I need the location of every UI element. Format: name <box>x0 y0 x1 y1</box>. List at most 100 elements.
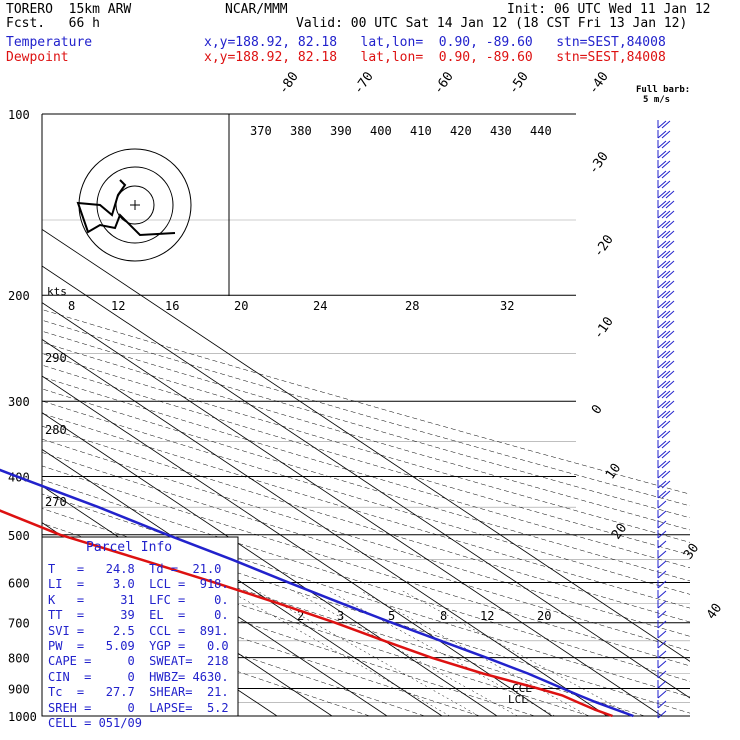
wind-barb-flag <box>657 130 667 139</box>
parcel-info-line: T = 24.8 Td = 21.0 <box>48 562 222 576</box>
thetae-tick-label: 270 <box>45 495 67 509</box>
mixing-ratio-2 <box>229 590 450 716</box>
isotherm-20 <box>42 338 608 716</box>
wind-barb-flag <box>657 470 667 479</box>
wind-barb-flag <box>657 160 667 169</box>
parcel-info-line: CIN = 0 HWBZ= 4630. <box>48 669 229 684</box>
wind-barb-flag <box>657 310 667 319</box>
init-time-label: Init: 06 UTC Wed 11 Jan 12 <box>507 2 711 17</box>
wind-barb-flag <box>657 380 667 389</box>
wind-barb-flag <box>661 330 671 339</box>
pressure-tick-label: 1000 <box>8 710 37 724</box>
wind-barb-flag <box>661 230 671 239</box>
wind-barb-flag <box>657 400 667 409</box>
hodo-speed-label: 24 <box>313 299 327 313</box>
hodo-speed-label: 8 <box>68 299 75 313</box>
dewpoint-profile-line <box>0 509 613 718</box>
isotherm--90 <box>0 114 2 716</box>
wind-barb-flag <box>657 620 667 629</box>
parcel-info-line: SVI = 2.5 CCL = 891. <box>48 623 229 638</box>
wind-barb-flag <box>661 140 671 149</box>
wind-barb-flag <box>657 230 667 239</box>
wind-barb-flag <box>661 340 671 349</box>
temperature-tick-label: 0 <box>589 402 606 417</box>
wind-barb-flag <box>657 180 667 189</box>
wind-barb-flag <box>657 390 667 399</box>
wind-barb-flag <box>665 310 675 319</box>
theta-tick-label: 420 <box>450 124 472 138</box>
dry-adiabat-400 <box>42 388 690 582</box>
wind-barb-flag <box>657 650 667 659</box>
dewpoint-location-info: x,y=188.92, 82.18 lat,lon= 0.90, -89.60 … <box>204 50 666 65</box>
wind-barb-flag <box>657 220 667 229</box>
mixing-ratio-label: 12 <box>480 609 494 623</box>
wind-barb-flag <box>657 210 667 219</box>
wind-barb-flag <box>661 460 671 469</box>
temperature-tick-label: 10 <box>603 461 624 482</box>
wind-barb-flag <box>661 440 671 449</box>
wind-barb-flag <box>661 490 671 499</box>
hodograph <box>76 114 230 296</box>
wind-barb-flag <box>665 240 675 249</box>
wind-barb-flag <box>665 400 675 409</box>
pressure-tick-label: 200 <box>8 289 30 303</box>
wind-barb-flag <box>657 670 667 679</box>
isotherm-30 <box>42 302 663 716</box>
wind-barb-flag <box>665 360 675 369</box>
thetae-tick-label: 280 <box>45 423 67 437</box>
mixing-ratio-lines <box>229 590 634 716</box>
pressure-tick-label: 600 <box>8 576 30 590</box>
dry-adiabat-390 <box>42 400 690 595</box>
wind-barb-flag <box>657 640 667 649</box>
wind-barb-flag <box>657 680 667 689</box>
wind-barb-flag <box>665 330 675 339</box>
dry-adiabat-450 <box>42 330 690 519</box>
pressure-tick-label: 900 <box>8 682 30 696</box>
wind-barb-flag <box>665 300 675 309</box>
wind-barb-flag <box>657 370 667 379</box>
wind-barb-flag <box>657 520 667 529</box>
forecast-hour-label: Fcst. 66 h <box>6 16 100 31</box>
wind-barb-flag <box>657 440 667 449</box>
parcel-info-line: LI = 3.0 LCL = 918. <box>48 577 229 592</box>
wind-barb-flag <box>657 510 667 519</box>
temperature-tick-label: -60 <box>431 69 457 97</box>
wind-barb-flag <box>661 190 671 199</box>
temperature-tick-label: -80 <box>276 69 302 97</box>
hodo-speed-label: 32 <box>500 299 514 313</box>
wind-barb-flag <box>657 190 667 199</box>
hodo-speed-label: 28 <box>405 299 419 313</box>
wind-barb-flag <box>657 270 667 279</box>
wind-barb-flag <box>661 180 671 189</box>
pressure-tick-label: 700 <box>8 617 30 631</box>
wind-barb-flag <box>661 310 671 319</box>
wind-barb-flag <box>661 390 671 399</box>
wind-barb-flag <box>657 120 667 129</box>
wind-barb-flag <box>657 710 667 719</box>
parcel-info-line: PW = 5.09 YGP = 0.0 <box>48 639 229 653</box>
wind-barb-flag <box>657 330 667 339</box>
wind-barb-flag <box>657 610 667 619</box>
parcel-info-line: CAPE = 0 SWEAT= 218 <box>48 654 229 669</box>
mixing-ratio-label: 3 <box>337 609 344 623</box>
wind-barb-flag <box>657 500 667 509</box>
theta-tick-label: 440 <box>530 124 552 138</box>
wind-barb-flag <box>657 250 667 259</box>
valid-time-label: Valid: 00 UTC Sat 14 Jan 12 (18 CST Fri … <box>296 16 688 31</box>
temperature-tick-label: -40 <box>586 69 612 97</box>
wind-barb-flag <box>657 550 667 559</box>
dry-adiabat-460 <box>42 319 690 507</box>
wind-barb-flag <box>661 400 671 409</box>
wind-barb-flag <box>657 580 667 589</box>
wind-barb-flag <box>657 340 667 349</box>
wind-barb-flag <box>661 300 671 309</box>
wind-barb-flag <box>657 140 667 149</box>
dewpoint-legend-label: Dewpoint <box>6 50 69 65</box>
hodograph-trace <box>76 179 176 237</box>
wind-barb-flag <box>661 420 671 429</box>
isotherm-10 <box>42 375 553 716</box>
wind-barb-flag <box>661 410 671 419</box>
theta-tick-label: 370 <box>250 124 272 138</box>
wind-barbs <box>657 120 675 719</box>
wind-barb-flag <box>661 220 671 229</box>
